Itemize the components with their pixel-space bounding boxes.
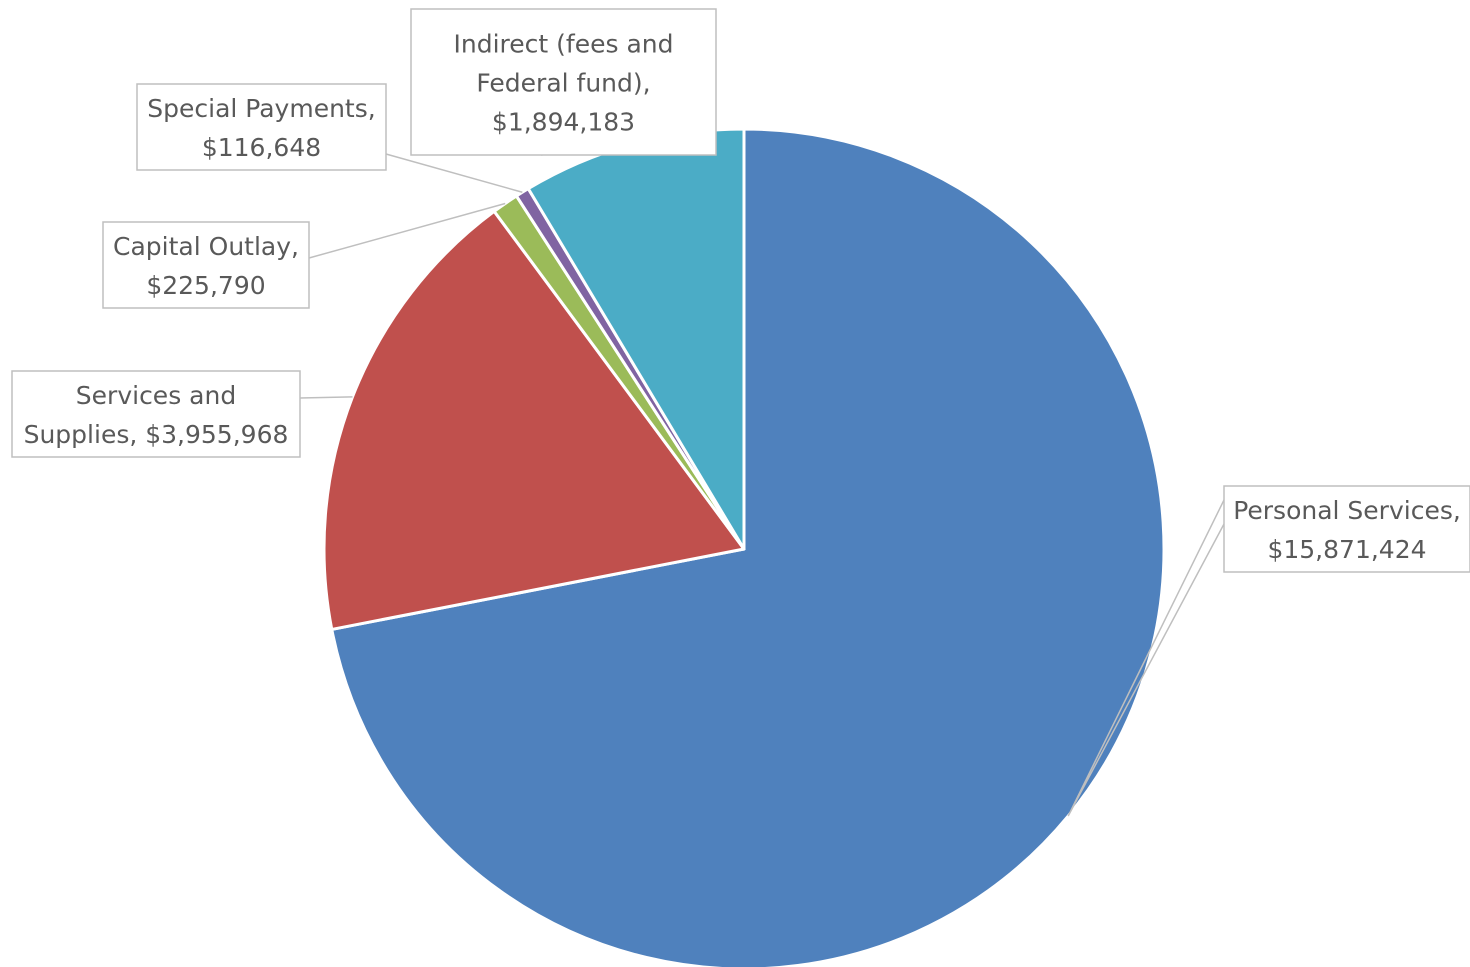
data-label-line: Federal fund), bbox=[476, 69, 650, 98]
leader-line-personal-services bbox=[1067, 499, 1225, 817]
data-label-box-special-payments bbox=[136, 83, 387, 171]
data-label-capital-outlay: Capital Outlay, $225,790 bbox=[113, 232, 299, 300]
data-label-line: Capital Outlay, bbox=[113, 232, 299, 261]
data-label-box-capital-outlay bbox=[102, 221, 310, 309]
data-label-personal-services: Personal Services, $15,871,424 bbox=[1233, 496, 1461, 564]
data-label-indirect-fees-and-federal-fund: Indirect (fees and Federal fund), $1,894,1… bbox=[454, 30, 674, 137]
pie-slice-services-and-supplies bbox=[322, 209, 746, 631]
leader-line-services-and-supplies bbox=[299, 396, 353, 399]
data-label-line: Services and bbox=[76, 381, 236, 410]
data-label-line: $225,790 bbox=[146, 271, 265, 300]
data-label-services-and-supplies: Services and Supplies, $3,955,968 bbox=[24, 381, 289, 449]
data-label-line: Personal Services, bbox=[1233, 496, 1461, 525]
data-label-line: $1,894,183 bbox=[492, 108, 635, 137]
data-label-line: $15,871,424 bbox=[1267, 535, 1426, 564]
pie-slices bbox=[322, 127, 1166, 967]
data-label-line: Special Payments, bbox=[147, 94, 375, 123]
leader-line-capital-outlay bbox=[308, 202, 506, 259]
data-label-special-payments: Special Payments, $116,648 bbox=[147, 94, 375, 162]
data-label-line: Supplies, $3,955,968 bbox=[24, 420, 289, 449]
data-label-box-services-and-supplies bbox=[11, 370, 301, 458]
data-label-box-personal-services bbox=[1223, 485, 1470, 573]
data-label-line: Indirect (fees and bbox=[454, 30, 674, 59]
data-label-box-indirect-fees-and-federal-fund bbox=[410, 8, 717, 156]
data-label-line: $116,648 bbox=[202, 133, 321, 162]
leader-line-special-payments bbox=[385, 153, 523, 193]
data-labels: Personal Services, $15,871,424 Services an… bbox=[11, 8, 1470, 573]
